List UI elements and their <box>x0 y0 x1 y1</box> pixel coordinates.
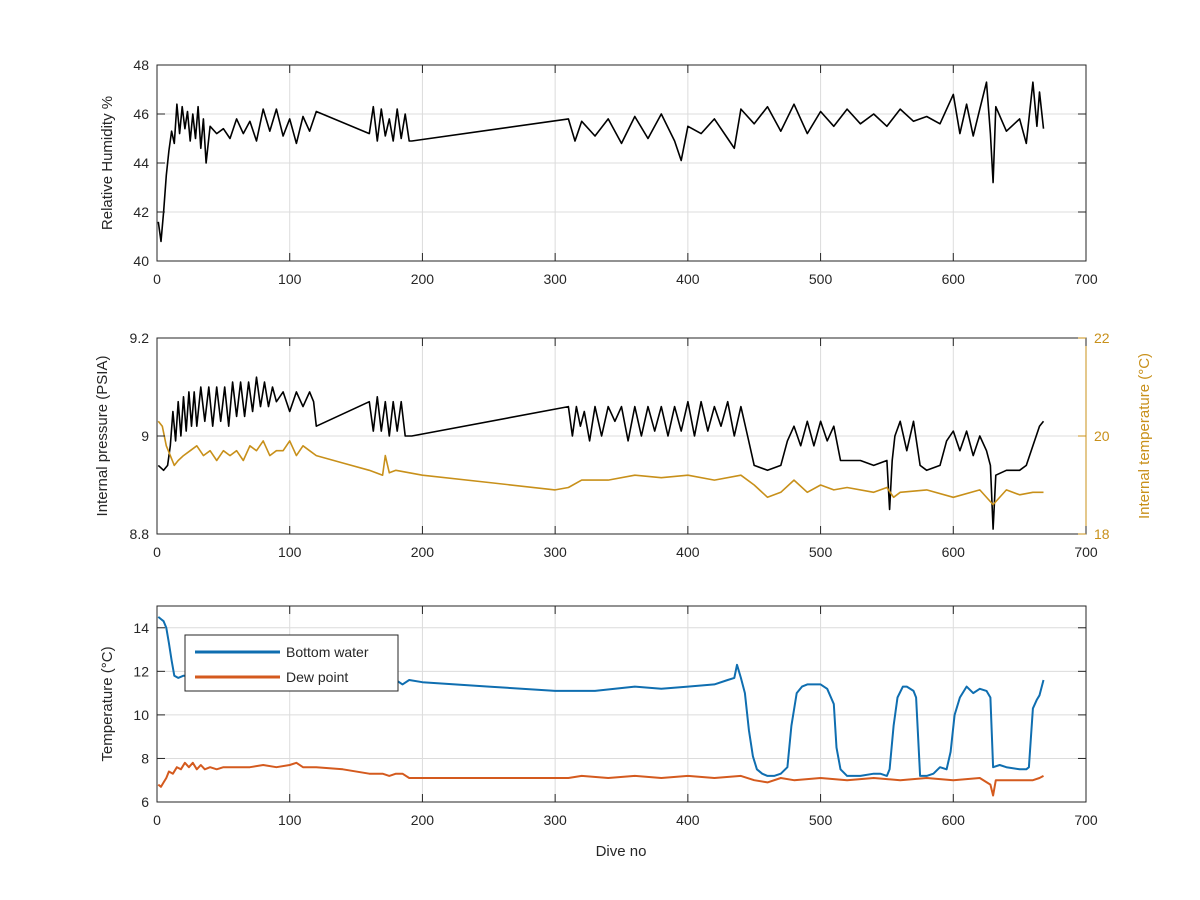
y-tick-label: 14 <box>133 620 149 636</box>
y-right-tick-label: 22 <box>1094 330 1110 346</box>
x-tick-label: 0 <box>153 271 161 287</box>
x-tick-label: 500 <box>809 812 833 828</box>
series-line-internal-temperature <box>157 420 1044 506</box>
y-tick-label: 46 <box>133 106 149 122</box>
x-tick-label: 0 <box>153 544 161 560</box>
x-tick-label: 300 <box>543 812 567 828</box>
x-tick-label: 700 <box>1074 812 1098 828</box>
legend-box <box>184 634 399 692</box>
panel-temperature: 0 100 200 300 400 500 600 700 6 8 10 12 14 Temperatu… <box>99 605 1098 860</box>
y-axis-label: Internal pressure (PSIA) <box>94 356 111 517</box>
y-tick-label: 48 <box>133 57 149 73</box>
y-tick-label: 8 <box>141 750 149 766</box>
legend: Bottom water Dew point <box>184 634 399 692</box>
x-tick-label: 400 <box>676 812 700 828</box>
x-tick-label: 600 <box>942 271 966 287</box>
x-tick-label: 300 <box>543 544 567 560</box>
y-tick-label: 42 <box>133 204 149 220</box>
x-axis-label: Dive no <box>596 843 647 860</box>
axes-box <box>156 605 1087 803</box>
panel-humidity: 0 100 200 300 400 500 600 700 40 42 44 46 48 Relativ… <box>99 57 1098 287</box>
x-tick-label: 100 <box>278 271 302 287</box>
x-tick-label: 400 <box>676 271 700 287</box>
y-tick-label: 6 <box>141 794 149 810</box>
y-axis-label: Temperature (°C) <box>99 646 116 761</box>
y-axis-label-right: Internal temperature (°C) <box>1136 353 1153 519</box>
x-tick-label: 300 <box>543 271 567 287</box>
y-tick-label: 44 <box>133 155 149 171</box>
x-tick-label: 700 <box>1074 271 1098 287</box>
legend-label-dew-point: Dew point <box>286 669 348 685</box>
x-tick-label: 700 <box>1074 544 1098 560</box>
x-tick-label: 100 <box>278 812 302 828</box>
y-tick-label: 9 <box>141 428 149 444</box>
y-right-tick-label: 20 <box>1094 428 1110 444</box>
series-line-relative-humidity <box>157 81 1045 243</box>
panel-pressure: 0 100 200 300 400 500 600 700 8.8 9 9.2 18 20 22 Inte… <box>94 330 1153 560</box>
series-line-dew-point <box>157 761 1044 797</box>
y-tick-label: 8.8 <box>130 526 150 542</box>
x-tick-label: 600 <box>942 544 966 560</box>
x-tick-label: 600 <box>942 812 966 828</box>
y-right-tick-label: 18 <box>1094 526 1110 542</box>
y-axis-label: Relative Humidity % <box>99 96 116 230</box>
x-tick-label: 500 <box>809 271 833 287</box>
series-line-internal-pressure <box>157 376 1045 530</box>
x-tick-label: 400 <box>676 544 700 560</box>
legend-label-bottom-water: Bottom water <box>286 644 369 660</box>
x-tick-label: 200 <box>411 812 435 828</box>
y-tick-label: 40 <box>133 253 149 269</box>
y-tick-label: 10 <box>133 707 149 723</box>
x-tick-label: 200 <box>411 544 435 560</box>
x-tick-label: 200 <box>411 271 435 287</box>
x-tick-label: 0 <box>153 812 161 828</box>
y-tick-label: 12 <box>133 663 149 679</box>
y-tick-label: 9.2 <box>130 330 150 346</box>
x-tick-label: 100 <box>278 544 302 560</box>
x-tick-label: 500 <box>809 544 833 560</box>
